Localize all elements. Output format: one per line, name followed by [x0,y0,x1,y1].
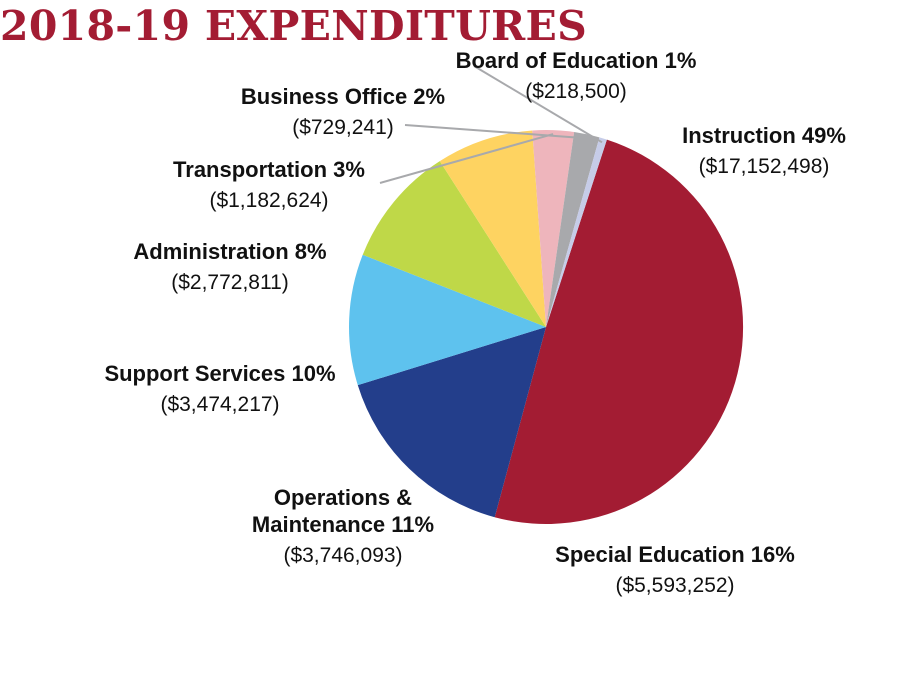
leader-line-board-of-education [473,65,603,144]
slice-label-business-office: Business Office 2% ($729,241) [241,84,445,139]
leader-lines [379,65,603,184]
pie-slice-board-of-education [546,137,607,327]
slice-name-label: Administration 8% [133,239,326,264]
slice-value-label: ($17,152,498) [699,155,830,178]
pie-slice-transportation [532,130,575,327]
pie-slice-operations-and-maintenance [349,254,546,386]
slice-value-label: ($3,746,093) [283,544,402,567]
slice-name-label: Special Education 16% [555,542,795,567]
slice-value-label: ($3,474,217) [160,393,279,416]
slice-value-label: ($218,500) [525,80,627,103]
pie-slices [349,130,744,525]
pie-slice-support-services [362,161,546,327]
leader-line-business-office [404,124,587,140]
slice-label-operations-and-maintenance: Operations &Maintenance 11% ($3,746,093) [252,485,434,567]
slice-label-board-of-education: Board of Education 1% ($218,500) [456,48,697,103]
slice-value-label: ($2,772,811) [171,271,289,294]
slice-name-label: Instruction 49% [682,123,846,148]
slice-label-special-education: Special Education 16% ($5,593,252) [555,542,795,597]
chart-title: 2018-19 EXPENDITURES [0,2,588,50]
slice-name-label: Business Office 2% [241,84,445,109]
slice-value-label: ($5,593,252) [615,574,734,597]
slice-name-label: Support Services 10% [104,361,335,386]
slice-label-administration: Administration 8% ($2,772,811) [133,239,326,294]
slice-labels: Instruction 49% ($17,152,498) Special Educ… [104,48,845,597]
slice-label-transportation: Transportation 3% ($1,182,624) [173,157,365,212]
slice-name-label: Operations & [274,485,412,510]
slice-label-instruction: Instruction 49% ($17,152,498) [682,123,846,178]
slice-name-label: Transportation 3% [173,157,365,182]
pie-slice-special-education [357,327,546,518]
slice-name-label: Maintenance 11% [252,512,434,537]
pie-slice-administration [439,130,546,327]
leader-line-transportation [379,133,554,184]
pie-slice-business-office [546,132,600,327]
slice-value-label: ($729,241) [292,116,394,139]
pie-slice-instruction [494,139,744,525]
slice-value-label: ($1,182,624) [209,189,328,212]
slice-label-support-services: Support Services 10% ($3,474,217) [104,361,335,416]
slice-name-label: Board of Education 1% [456,48,697,73]
